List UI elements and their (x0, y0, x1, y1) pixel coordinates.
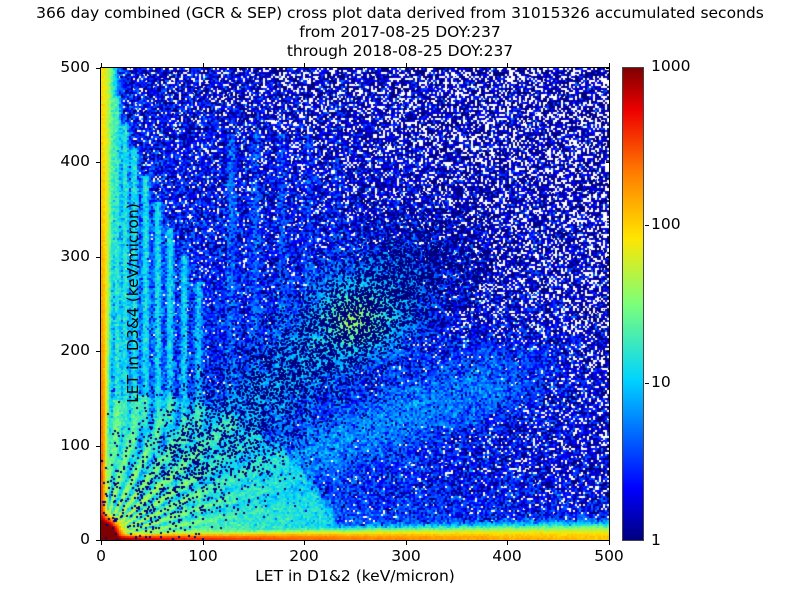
colorbar-gradient (623, 68, 643, 540)
chart-title-line-1: 366 day combined (GCR & SEP) cross plot … (36, 4, 764, 22)
x-ticklabel-500: 500 (594, 547, 624, 565)
x-tick-200 (304, 541, 305, 545)
x-ticklabel-200: 200 (289, 547, 319, 565)
y-axis-label: LET in D3&4 (keV/micron) (124, 203, 142, 403)
colorbar[interactable] (622, 67, 644, 541)
y-tick-right-100 (606, 446, 610, 447)
chart-title: 366 day combined (GCR & SEP) cross plot … (0, 4, 800, 61)
colorbar-ticklabel-10: 10 (651, 373, 671, 391)
colorbar-tick-10 (645, 383, 649, 384)
y-tick-right-400 (606, 162, 610, 163)
colorbar-tick-100 (645, 225, 649, 226)
y-tick-right-300 (606, 257, 610, 258)
x-tick-top-400 (507, 63, 508, 67)
chart-title-line-2: from 2017-08-25 DOY:237 (299, 23, 501, 41)
y-ticklabel-0: 0 (80, 530, 90, 548)
x-ticklabel-0: 0 (96, 547, 106, 565)
x-ticklabel-100: 100 (188, 547, 218, 565)
y-tick-500 (96, 68, 100, 69)
y-ticklabel-500: 500 (60, 58, 90, 76)
y-tick-right-0 (606, 540, 610, 541)
x-tick-top-500 (609, 63, 610, 67)
x-tick-0 (101, 541, 102, 545)
colorbar-ticklabel-100: 100 (651, 215, 681, 233)
x-ticklabel-400: 400 (492, 547, 522, 565)
x-tick-top-200 (304, 63, 305, 67)
x-tick-100 (203, 541, 204, 545)
y-tick-300 (96, 257, 100, 258)
x-tick-top-0 (101, 63, 102, 67)
x-tick-500 (609, 541, 610, 545)
y-tick-400 (96, 162, 100, 163)
y-ticklabel-100: 100 (60, 436, 90, 454)
density-heatmap-canvas[interactable] (101, 68, 609, 540)
y-tick-0 (96, 540, 100, 541)
x-tick-400 (507, 541, 508, 545)
y-tick-200 (96, 351, 100, 352)
colorbar-ticklabel-1: 1 (651, 531, 661, 549)
plot-area[interactable] (100, 67, 610, 541)
y-tick-right-200 (606, 351, 610, 352)
colorbar-ticklabel-1000: 1000 (651, 57, 691, 75)
y-tick-right-500 (606, 68, 610, 69)
y-ticklabel-200: 200 (60, 341, 90, 359)
y-ticklabel-400: 400 (60, 152, 90, 170)
x-tick-top-100 (203, 63, 204, 67)
y-ticklabel-300: 300 (60, 247, 90, 265)
x-tick-300 (406, 541, 407, 545)
chart-title-line-3: through 2018-08-25 DOY:237 (286, 42, 514, 60)
x-tick-top-300 (406, 63, 407, 67)
x-axis-label: LET in D1&2 (keV/micron) (255, 567, 455, 585)
y-tick-100 (96, 446, 100, 447)
x-ticklabel-300: 300 (391, 547, 421, 565)
